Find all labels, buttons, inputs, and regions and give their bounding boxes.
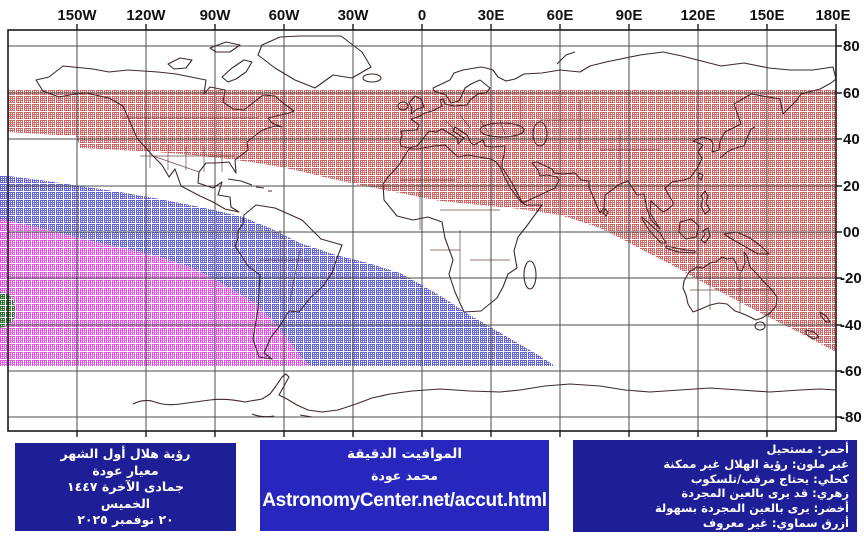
legend-line-red: أحمر: مستحيل [766, 442, 849, 456]
madagascar [523, 260, 537, 290]
zone-blue-telescope [0, 175, 555, 366]
legend-panel: أحمر: مستحيل غير ملون: رؤية الهلال غير م… [573, 440, 857, 532]
longitude-label: 120E [680, 7, 715, 24]
graticule-grid [8, 30, 836, 431]
longitude-label: 30W [338, 7, 370, 24]
website-url[interactable]: AstronomyCenter.net/accut.html [262, 490, 547, 511]
longitude-label: 0 [418, 7, 426, 24]
legend-line-skyblue: أزرق سماوي: غير معروف [702, 515, 849, 530]
latitude-label: 00 [843, 224, 860, 241]
panel-line: ٢٠ نوفمبر ٢٠٢٥ [77, 512, 174, 527]
longitude-label: 60W [269, 7, 301, 24]
credit-panel: المواقيت الدقيقة محمد عودة AstronomyCent… [260, 440, 549, 531]
legend-line-uncolored: غير ملون: رؤية الهلال غير ممكنة [663, 456, 849, 471]
latitude-label: -80 [840, 409, 862, 426]
longitude-label: 30E [478, 7, 505, 24]
panel-line: الخميس [100, 495, 151, 511]
panel-line: جمادى الآخرة ١٤٤٧ [67, 479, 184, 494]
panel-line: معيار عودة [92, 462, 159, 478]
legend-line-pink: زهري: قد يرى بالعين المجردة [681, 486, 849, 501]
map-frame [7, 29, 837, 432]
country-borders [123, 95, 775, 312]
latitude-label: -20 [840, 270, 862, 287]
latitude-label: 40 [843, 131, 860, 148]
latitude-label: 80 [843, 38, 860, 55]
longitude-label: 90E [616, 7, 643, 24]
latitude-label: -40 [840, 317, 862, 334]
longitude-label: 120W [126, 7, 166, 24]
longitude-label: 150W [57, 7, 97, 24]
legend-line-navy: كحلي: يحتاج مرقب/تلسكوب [690, 471, 849, 486]
longitude-labels: 150W 120W 90W 60W 30W 0 30E 60E 90E 120E… [57, 7, 850, 24]
date-info-panel: رؤية هلال أول الشهر معيار عودة جمادى الآ… [15, 443, 236, 531]
longitude-label: 150E [749, 7, 784, 24]
latitude-label: 20 [843, 178, 860, 195]
latitude-label: -60 [840, 363, 862, 380]
longitude-label: 90W [200, 7, 232, 24]
longitude-label: 60E [547, 7, 574, 24]
panel-line: رؤية هلال أول الشهر [60, 446, 191, 461]
latitude-label: 60 [843, 85, 860, 102]
latitude-labels: 80 60 40 20 00 -20 -40 -60 -80 [840, 38, 862, 426]
longitude-label: 180E [815, 7, 850, 24]
author-name: محمد عودة [371, 468, 438, 483]
legend-line-green: أخضر: يرى بالعين المجردة بسهولة [654, 501, 849, 516]
axis-ticks [76, 24, 842, 437]
coastlines [35, 35, 836, 418]
app-title: المواقيت الدقيقة [347, 446, 462, 462]
